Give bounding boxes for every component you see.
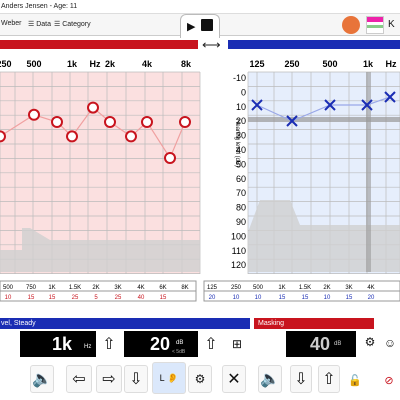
freq-right-button[interactable]: ⇨ [96, 365, 122, 393]
ear-select-button[interactable]: L 👂 [152, 362, 186, 394]
table-value: 10 [255, 295, 262, 301]
table-value: 10 [233, 295, 240, 301]
left-ear-point [51, 116, 63, 128]
freq-label: Hz [90, 59, 101, 69]
table-freq: 3K [114, 285, 121, 291]
table-freq: 2K [92, 285, 99, 291]
table-value: 10 [5, 295, 12, 301]
menu-category[interactable]: ☰ Category [54, 21, 91, 28]
table-freq: 8K [181, 285, 188, 291]
freq-label: 4k [142, 59, 153, 69]
table-freq: 750 [26, 285, 37, 291]
left-ear-point [141, 116, 153, 128]
table-value: 15 [279, 295, 286, 301]
settings-icon[interactable]: ⚙ [364, 335, 376, 349]
table-freq: 500 [3, 285, 14, 291]
table-freq: 1K [48, 285, 55, 291]
left-audiogram[interactable]: 250 500 1k Hz 2k 4k 8k [0, 0, 400, 320]
level-up-button[interactable]: ⇧ [204, 336, 218, 353]
masking-display: 40 dB [286, 331, 356, 357]
freq-label: 2k [105, 59, 116, 69]
save-icon[interactable] [201, 19, 213, 31]
level-display: 20 dB < 5dB [124, 331, 198, 357]
freq-down-button[interactable]: ⇦ [66, 365, 92, 393]
play-icon[interactable]: ▶ [187, 21, 196, 33]
series-line [0, 106, 186, 160]
left-ear-point [164, 152, 176, 164]
freq-label: 250 [0, 59, 12, 69]
table-value: 20 [209, 295, 216, 301]
play-tone-button[interactable]: 🔈 [30, 365, 54, 393]
settings-toggle-button[interactable]: ⚙ [188, 365, 212, 393]
swap-ears-icon[interactable]: ⟷ [202, 37, 221, 52]
freq-label: 8k [181, 59, 192, 69]
table-freq: 250 [231, 285, 242, 291]
person-icon[interactable]: ☺ [383, 336, 397, 350]
menu-data[interactable]: ☰ Data [28, 21, 52, 28]
mask-play-button[interactable]: 🔈 [258, 365, 282, 393]
menu-weber[interactable]: Weber [1, 20, 22, 27]
window-title: Anders Jensen - Age: 11 [1, 3, 78, 10]
avatar-icon[interactable] [342, 16, 360, 34]
device-icon[interactable]: ⊞ [231, 337, 243, 351]
title-bar: Anders Jensen - Age: 11 [0, 0, 400, 14]
mask-down-button[interactable]: ⇩ [290, 365, 312, 393]
table-freq: 3K [345, 285, 352, 291]
palette-icon[interactable] [366, 16, 384, 34]
k-icon[interactable]: K [388, 19, 395, 30]
table-freq: 125 [207, 285, 218, 291]
table-value: 40 [138, 295, 145, 301]
frequency-display: 1k Hz [20, 331, 96, 357]
left-ear-point [66, 130, 78, 143]
left-ear-point [87, 101, 99, 114]
table-freq: 4K [137, 285, 144, 291]
left-ear-point [104, 116, 116, 128]
table-value: 15 [49, 295, 56, 301]
value-table: 500 750 1K 1.5K 2K 3K 4K 6K 8K 10 15 15 25 5 25 40 15 125… [0, 280, 400, 302]
right-ear-bar [228, 40, 400, 49]
level-down-button[interactable]: ⇩ [124, 365, 148, 393]
left-ear-point [179, 116, 191, 128]
left-ear-bar [0, 40, 198, 49]
lock-icon[interactable]: 🔓 [348, 374, 362, 387]
table-freq: 1.5K [69, 285, 81, 291]
test-mode-header: vel, Steady [0, 318, 250, 329]
freq-label: 500 [26, 59, 41, 69]
mask-up-button[interactable]: ⇧ [318, 365, 340, 393]
table-value: 25 [72, 295, 79, 301]
left-ear-point [28, 108, 40, 121]
left-ear-point [125, 130, 137, 143]
table-freq: 4K [367, 285, 374, 291]
table-freq: 2K [323, 285, 330, 291]
no-response-button[interactable]: ✕ [222, 365, 246, 393]
table-freq: 6K [159, 285, 166, 291]
table-value: 10 [324, 295, 331, 301]
table-value: 15 [302, 295, 309, 301]
table-value: 15 [346, 295, 353, 301]
play-save-tab[interactable]: ▶ [180, 14, 220, 38]
table-value: 20 [368, 295, 375, 301]
table-value: 15 [28, 295, 35, 301]
table-value: 5 [94, 295, 98, 301]
table-value: 25 [115, 295, 122, 301]
left-ear-point [0, 130, 6, 143]
table-freq: 500 [253, 285, 264, 291]
table-value: 15 [160, 295, 167, 301]
table-freq: 1.5K [299, 285, 311, 291]
freq-label: 1k [67, 59, 78, 69]
freq-up-button[interactable]: ⇧ [102, 336, 116, 353]
cancel-icon[interactable]: ⊘ [384, 374, 394, 387]
masking-header: Masking [254, 318, 374, 329]
table-freq: 1K [278, 285, 285, 291]
